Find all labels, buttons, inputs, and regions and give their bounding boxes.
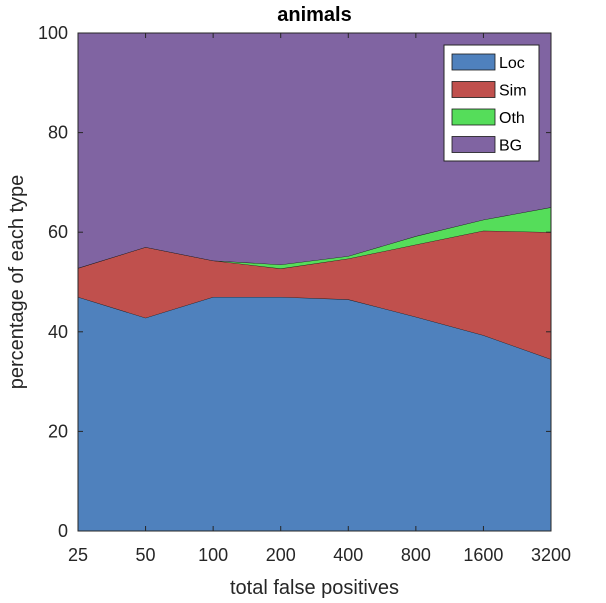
area-bg — [78, 33, 551, 269]
area-series-group — [77, 32, 552, 531]
legend-label-loc: Loc — [499, 55, 525, 72]
chart-title: animals — [277, 4, 351, 26]
axes-group: 25 50 100 200 400 800 1600 3200 0 20 40 60 80 100 — [38, 23, 571, 565]
x-tick-label: 1600 — [463, 545, 503, 565]
y-tick-label: 0 — [58, 521, 68, 541]
y-tick-label: 80 — [48, 123, 68, 143]
y-tick-label: 40 — [48, 322, 68, 342]
y-axis-label: percentage of each type — [6, 175, 28, 390]
legend-label-sim: Sim — [499, 83, 527, 100]
x-tick-label: 25 — [68, 545, 88, 565]
x-tick-label: 800 — [401, 545, 431, 565]
x-tick-label: 400 — [333, 545, 363, 565]
x-tick-label: 50 — [136, 545, 156, 565]
y-tick-label: 60 — [48, 222, 68, 242]
plot-frame — [77, 32, 552, 532]
area-loc — [78, 296, 551, 531]
y-tick-label: 20 — [48, 421, 68, 441]
x-tick-label: 200 — [266, 545, 296, 565]
area-sim — [78, 230, 551, 360]
legend-label-oth: Oth — [499, 110, 525, 127]
x-tick-label: 3200 — [531, 545, 571, 565]
y-tick-label: 100 — [38, 23, 68, 43]
legend-swatch-oth — [451, 108, 496, 126]
legend-swatch-loc — [451, 53, 496, 71]
legend: Loc Sim Oth BG — [443, 44, 540, 162]
x-tick-label: 100 — [198, 545, 228, 565]
x-axis-label: total false positives — [230, 577, 399, 599]
legend-label-bg: BG — [499, 138, 522, 155]
legend-swatch-bg — [451, 136, 496, 153]
legend-swatch-sim — [451, 81, 496, 98]
